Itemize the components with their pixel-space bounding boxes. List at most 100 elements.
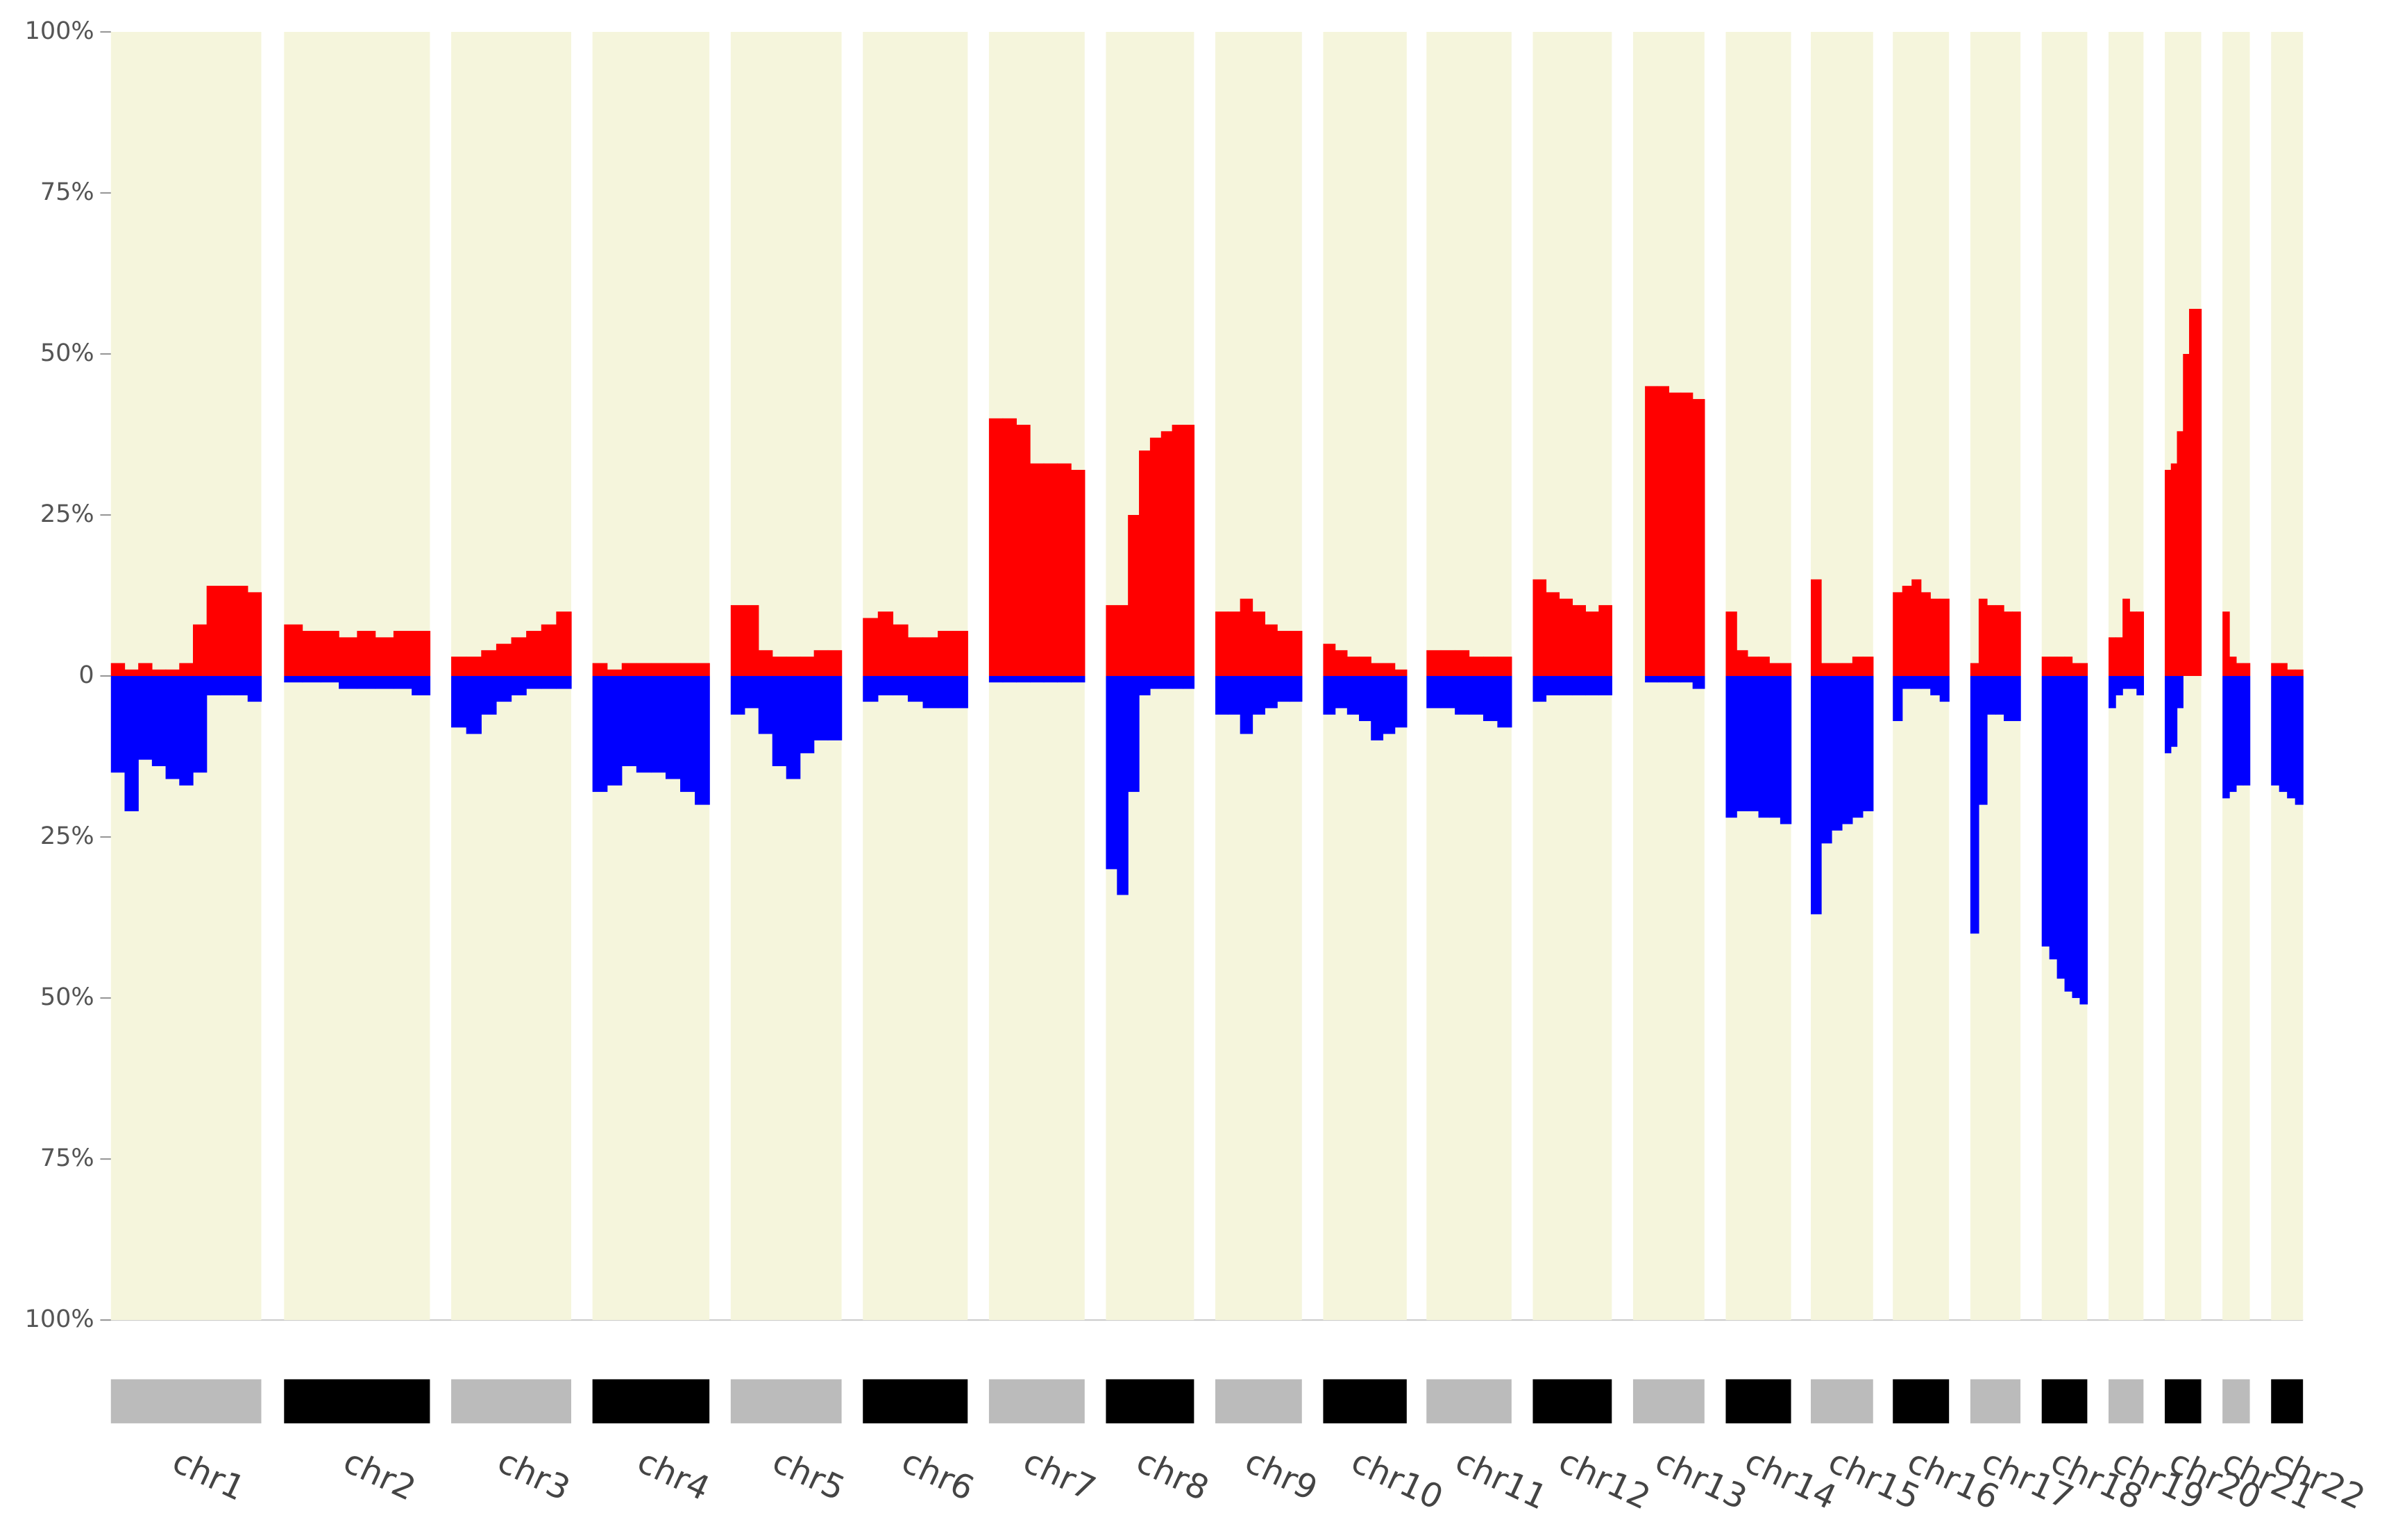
gain-bar [393, 631, 412, 677]
gain-bar [2195, 309, 2202, 677]
loss-bar [813, 676, 829, 741]
gain-bar [2122, 598, 2130, 677]
loss-bar [496, 676, 512, 702]
gain-bar [357, 631, 376, 677]
loss-bar [952, 676, 968, 709]
gain-bar [758, 650, 773, 677]
gain-bar [1585, 611, 1599, 677]
loss-bar [636, 676, 652, 773]
y-tick-label: 100% [25, 1305, 94, 1333]
gain-bar [1680, 392, 1693, 677]
loss-bar [1394, 676, 1408, 728]
loss-bar [466, 676, 482, 734]
gain-bar [2079, 663, 2088, 677]
gain-bar [124, 669, 139, 677]
gain-bar [1692, 398, 1705, 677]
gain-bar [1117, 604, 1129, 677]
loss-bar [1930, 676, 1941, 695]
gain-bar [2229, 657, 2237, 677]
gain-bar [481, 650, 497, 677]
loss-bar [1289, 676, 1303, 702]
loss-bar [124, 676, 139, 811]
gain-bar [2109, 637, 2116, 677]
gain-bar [1002, 418, 1017, 677]
ideogram [1215, 1379, 1302, 1423]
loss-bar [2279, 676, 2288, 793]
loss-bar [526, 676, 542, 689]
loss-bar [1383, 676, 1396, 734]
gain-bar [1811, 579, 1822, 677]
loss-bar [1071, 676, 1086, 683]
loss-bar [1546, 676, 1560, 695]
ideogram [1970, 1379, 2021, 1423]
gain-bar [636, 663, 652, 677]
gain-bar [2177, 431, 2184, 677]
gain-bar [339, 637, 358, 677]
gain-bar [2012, 611, 2021, 677]
loss-bar [151, 676, 167, 766]
gain-bar [1930, 598, 1941, 677]
gain-bar [1149, 437, 1162, 677]
gain-bar [1289, 631, 1303, 677]
loss-bar [165, 676, 180, 779]
gain-bar [375, 637, 394, 677]
loss-bar [1240, 676, 1253, 734]
gain-bar [1227, 611, 1241, 677]
gain-bar [893, 624, 909, 677]
loss-bar [234, 676, 248, 695]
gain-bar [2183, 353, 2190, 677]
loss-bar [607, 676, 623, 786]
ideogram [1323, 1379, 1407, 1423]
loss-bar [730, 676, 745, 715]
loss-bar [2170, 676, 2178, 747]
loss-bar [1426, 676, 1442, 709]
loss-bar [1215, 676, 1228, 715]
x-tick-label: chr13 [1649, 1442, 1752, 1518]
gain-bar [2295, 669, 2304, 677]
y-tick-label: 75% [40, 178, 94, 206]
y-tick-label: 25% [40, 500, 94, 528]
x-tick-label: chr5 [767, 1442, 851, 1509]
loss-bar [556, 676, 572, 689]
loss-bar [206, 676, 221, 695]
gain-bar [1440, 650, 1455, 677]
x-tick-label: chr10 [1346, 1442, 1449, 1518]
gain-bar [1215, 611, 1228, 677]
loss-bar [621, 676, 637, 766]
loss-bar [1811, 676, 1822, 915]
x-tick-label: chr12 [1553, 1442, 1656, 1518]
gain-bar [621, 663, 637, 677]
loss-bar [1323, 676, 1336, 715]
loss-bar [1737, 676, 1748, 811]
x-tick-label: chr2 [337, 1442, 421, 1509]
x-tick-label: chr11 [1449, 1442, 1553, 1518]
loss-bar [481, 676, 497, 715]
loss-bar [893, 676, 909, 695]
gain-bar [2041, 657, 2050, 677]
loss-bar [1335, 676, 1348, 709]
gain-bar [1265, 624, 1278, 677]
y-tick-label: 75% [40, 1144, 94, 1172]
loss-bar [2177, 676, 2184, 709]
loss-bar [1160, 676, 1173, 689]
loss-bar [339, 676, 358, 689]
y-tick-label: 0 [78, 661, 94, 689]
gain-bar [1426, 650, 1442, 677]
gain-bar [988, 418, 1004, 677]
loss-bar [110, 676, 126, 773]
gain-bar [2170, 463, 2178, 677]
gain-bar [607, 669, 623, 677]
gain-bar [1128, 515, 1140, 677]
loss-bar [2287, 676, 2296, 799]
gain-bar [1821, 663, 1832, 677]
ideogram [2165, 1379, 2202, 1423]
loss-bar [393, 676, 412, 689]
loss-bar [772, 676, 787, 766]
loss-bar [1862, 676, 1874, 811]
loss-bar [451, 676, 467, 728]
ideogram [1426, 1379, 1512, 1423]
x-tick-label: chr6 [896, 1442, 980, 1509]
gain-bar [1546, 592, 1560, 677]
loss-bar [284, 676, 303, 683]
loss-bar [1532, 676, 1547, 702]
